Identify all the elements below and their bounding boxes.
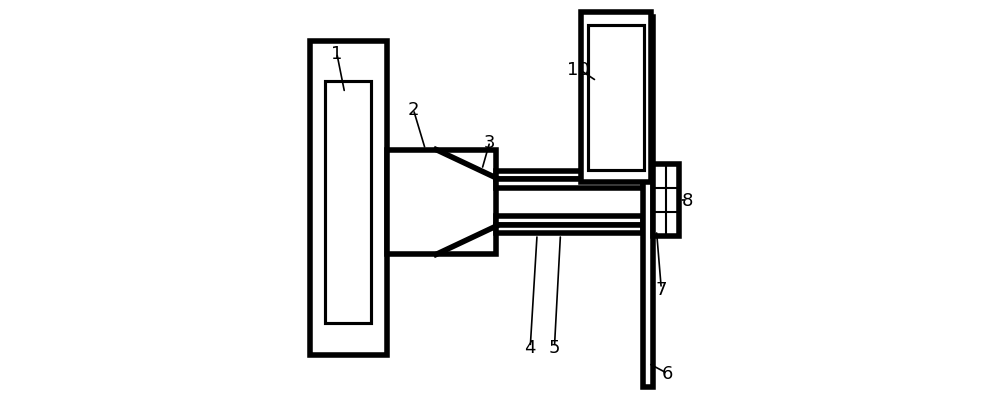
Bar — [643, 17, 653, 388]
Bar — [653, 164, 679, 237]
Text: 6: 6 — [662, 364, 673, 382]
Bar — [588, 26, 644, 171]
Bar — [581, 13, 651, 182]
Text: 5: 5 — [549, 338, 560, 356]
Text: 7: 7 — [656, 280, 667, 298]
Bar — [387, 150, 496, 255]
Text: 1: 1 — [331, 45, 342, 63]
Text: 3: 3 — [484, 133, 496, 151]
Text: 8: 8 — [682, 192, 693, 209]
Bar — [310, 42, 387, 355]
Bar — [496, 180, 643, 189]
Text: 4: 4 — [524, 338, 536, 356]
Text: 10: 10 — [567, 61, 590, 79]
Bar — [325, 82, 371, 323]
Bar — [496, 171, 643, 180]
Bar — [496, 225, 643, 234]
Text: 2: 2 — [408, 101, 419, 119]
Bar — [496, 216, 643, 225]
